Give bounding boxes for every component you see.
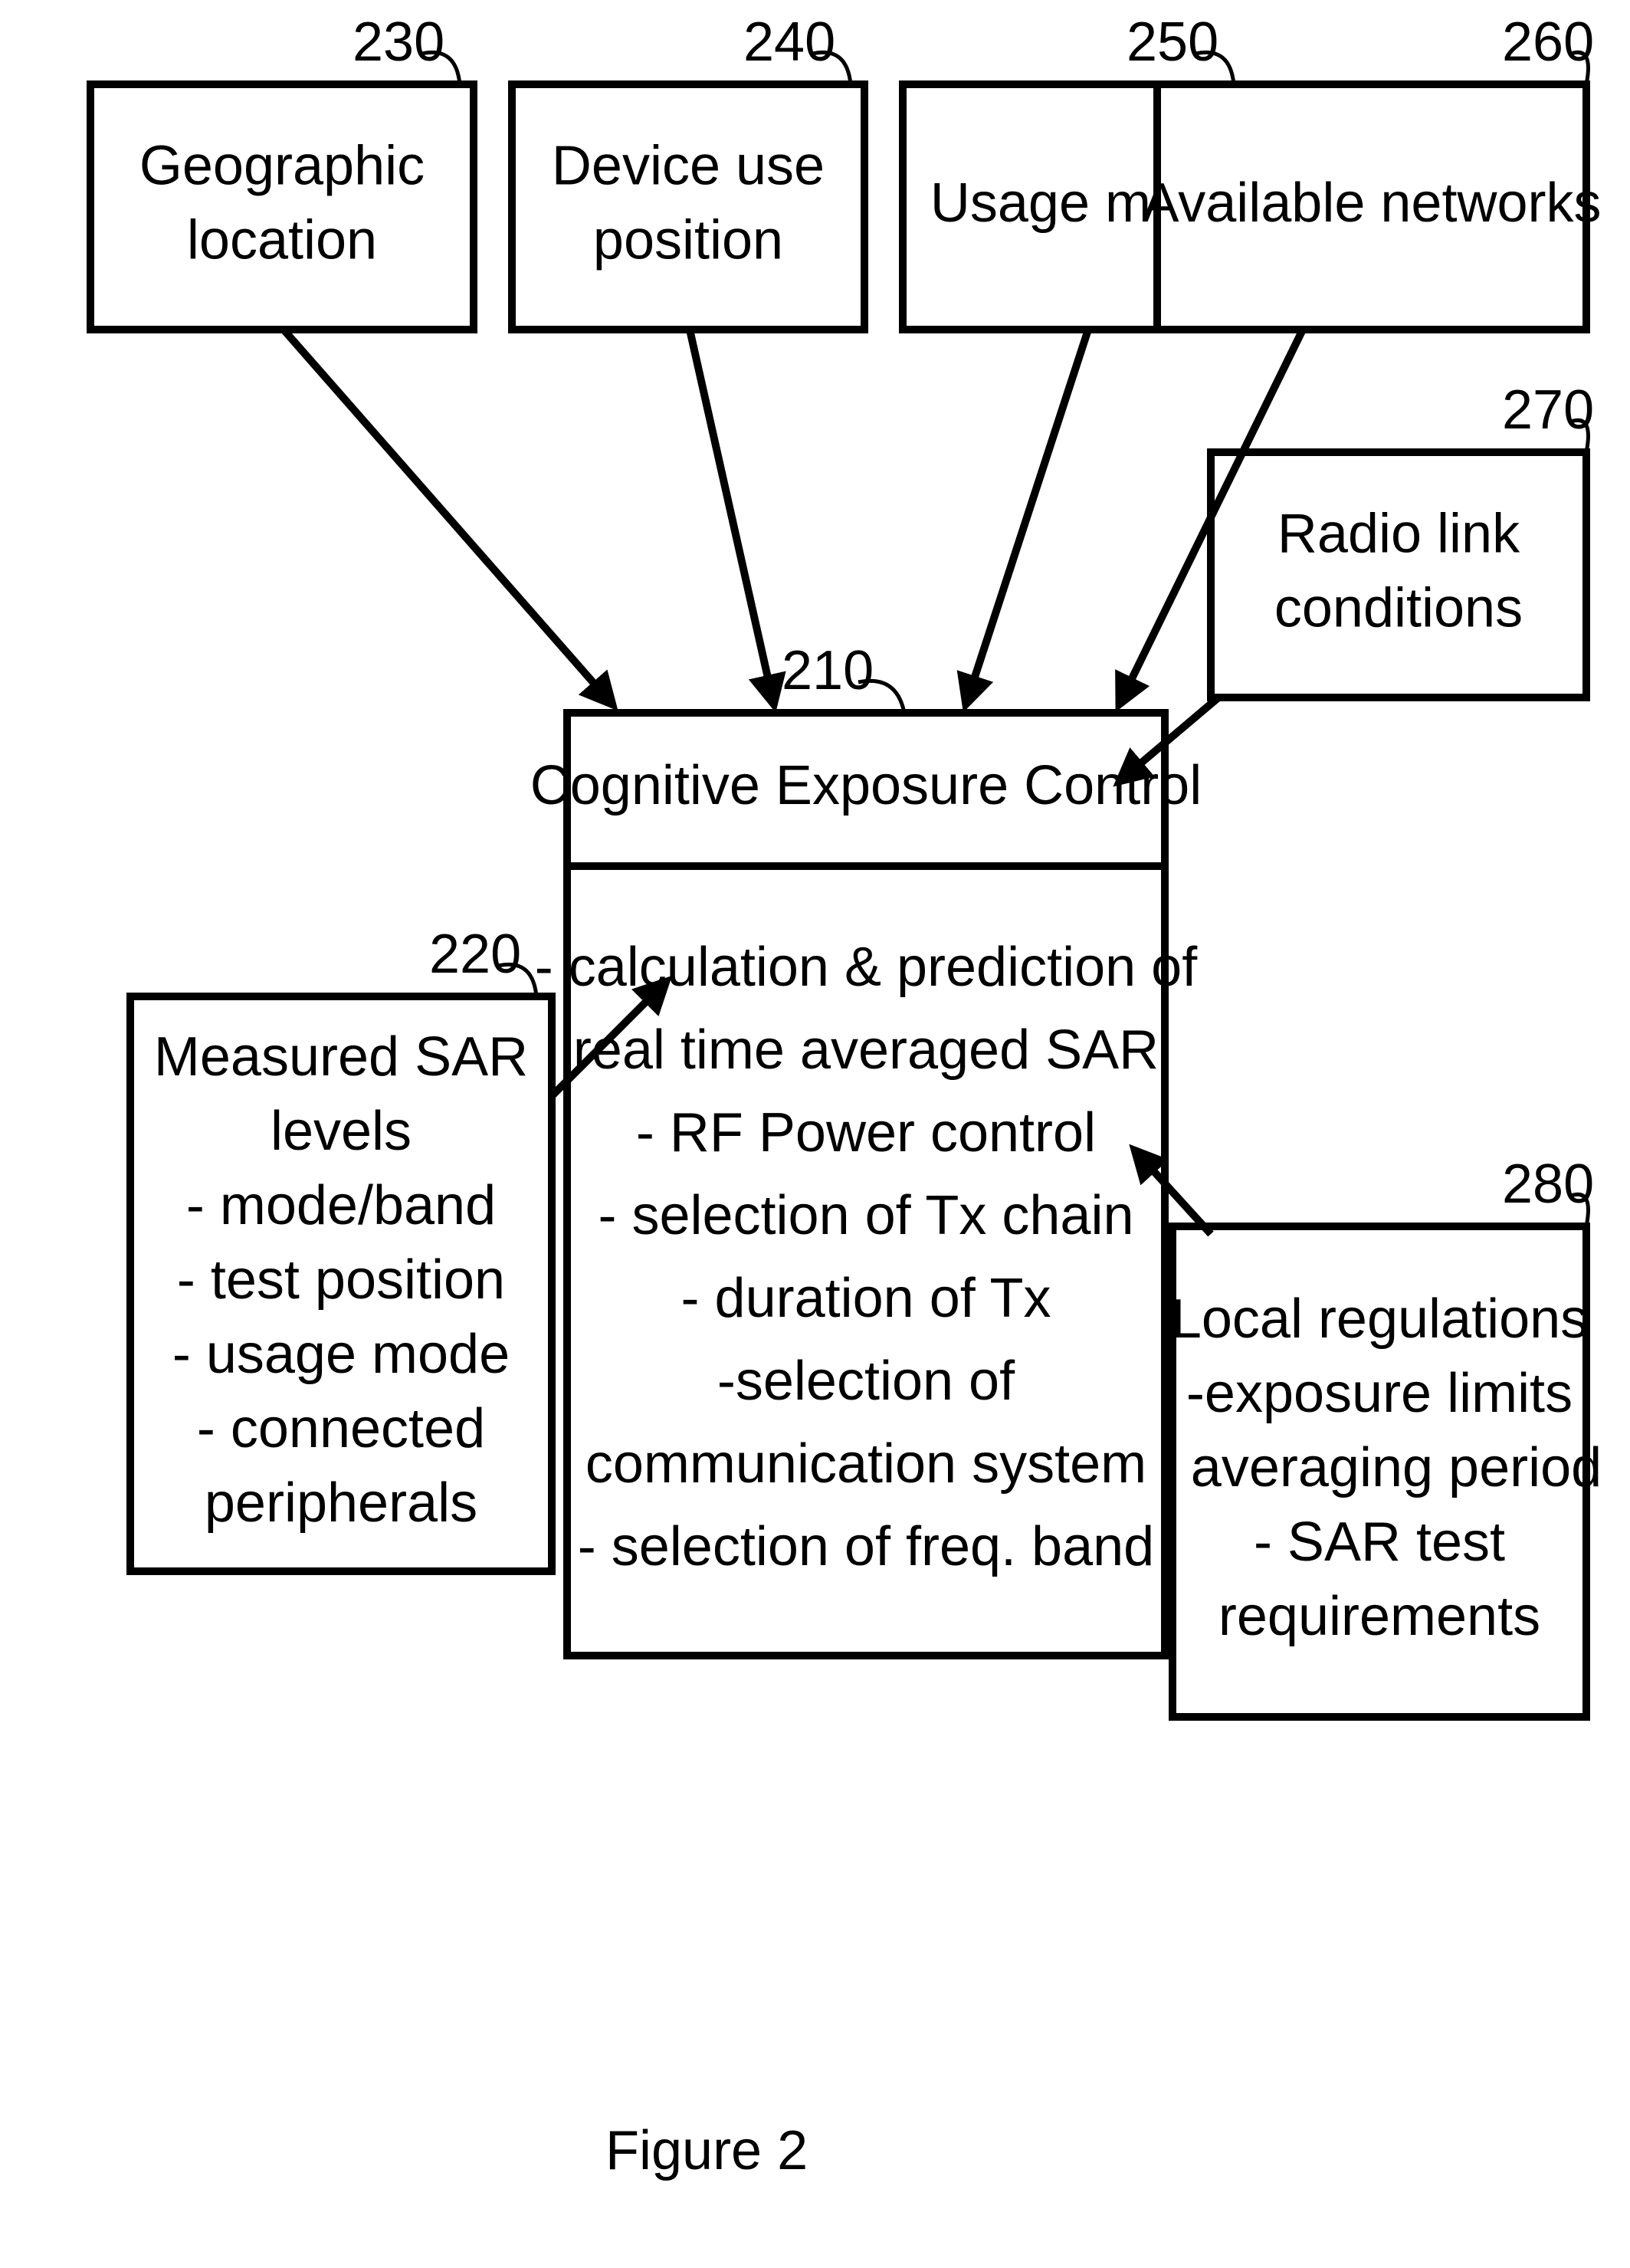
ref-250-label: 250 xyxy=(1127,11,1218,73)
box-radio xyxy=(1211,452,1586,697)
ref-280-label: 280 xyxy=(1502,1154,1594,1215)
text-cec-body-line-4: - duration of Tx xyxy=(681,1268,1051,1329)
text-sar-line-1: levels xyxy=(271,1101,412,1162)
text-sar-line-0: Measured SAR xyxy=(154,1026,528,1088)
text-sar-line-4: - usage mode xyxy=(172,1324,510,1385)
text-avail-line-0: Available networks xyxy=(1143,172,1602,234)
text-sar-line-2: - mode/band xyxy=(186,1175,496,1236)
box-geo xyxy=(90,84,474,330)
text-regs-line-2: - averaging period xyxy=(1157,1437,1602,1498)
text-cec-body-line-5: -selection of xyxy=(717,1351,1015,1412)
text-cec-body-line-0: - calculation & prediction of xyxy=(535,937,1198,998)
ref-260-label: 260 xyxy=(1502,11,1594,73)
text-devpos-line-1: position xyxy=(593,210,783,271)
text-radio-line-0: Radio link xyxy=(1277,504,1520,565)
text-regs-line-0: Local regulations xyxy=(1171,1288,1588,1350)
text-regs-line-3: - SAR test xyxy=(1254,1511,1505,1573)
ref-220-label: 220 xyxy=(429,924,521,985)
text-sar-line-3: - test position xyxy=(177,1249,505,1311)
text-radio-line-1: conditions xyxy=(1274,578,1523,639)
text-geo-line-0: Geographic xyxy=(139,136,425,197)
usage-to-cec xyxy=(966,330,1088,705)
text-devpos-line-0: Device use xyxy=(552,136,825,197)
text-sar-line-5: - connected xyxy=(197,1398,485,1459)
ref-210-label: 210 xyxy=(782,640,874,701)
text-cec-body-line-3: - selection of Tx chain xyxy=(598,1185,1133,1246)
ref-270-label: 270 xyxy=(1502,379,1594,441)
text-geo-line-1: location xyxy=(187,210,377,271)
ref-230-label: 230 xyxy=(353,11,444,73)
ref-240-label: 240 xyxy=(743,11,835,73)
devpos-to-cec xyxy=(690,330,774,705)
figure-label: Figure 2 xyxy=(605,2120,808,2181)
geo-to-cec xyxy=(284,330,613,705)
text-cec-body-line-2: - RF Power control xyxy=(636,1102,1096,1164)
box-cec-outer xyxy=(567,713,1165,1656)
text-cec-body-line-6: communication system xyxy=(585,1433,1146,1495)
text-cec-body-line-7: - selection of freq. band xyxy=(578,1516,1154,1577)
text-sar-line-6: peripherals xyxy=(205,1472,477,1534)
text-regs-line-4: requirements xyxy=(1218,1586,1540,1647)
text-regs-line-1: -exposure limits xyxy=(1186,1363,1573,1424)
text-cec-body-line-1: real time averaged SAR xyxy=(573,1019,1159,1081)
text-cec-title-line-0: Cognitive Exposure Control xyxy=(530,755,1202,816)
box-devpos xyxy=(512,84,864,330)
